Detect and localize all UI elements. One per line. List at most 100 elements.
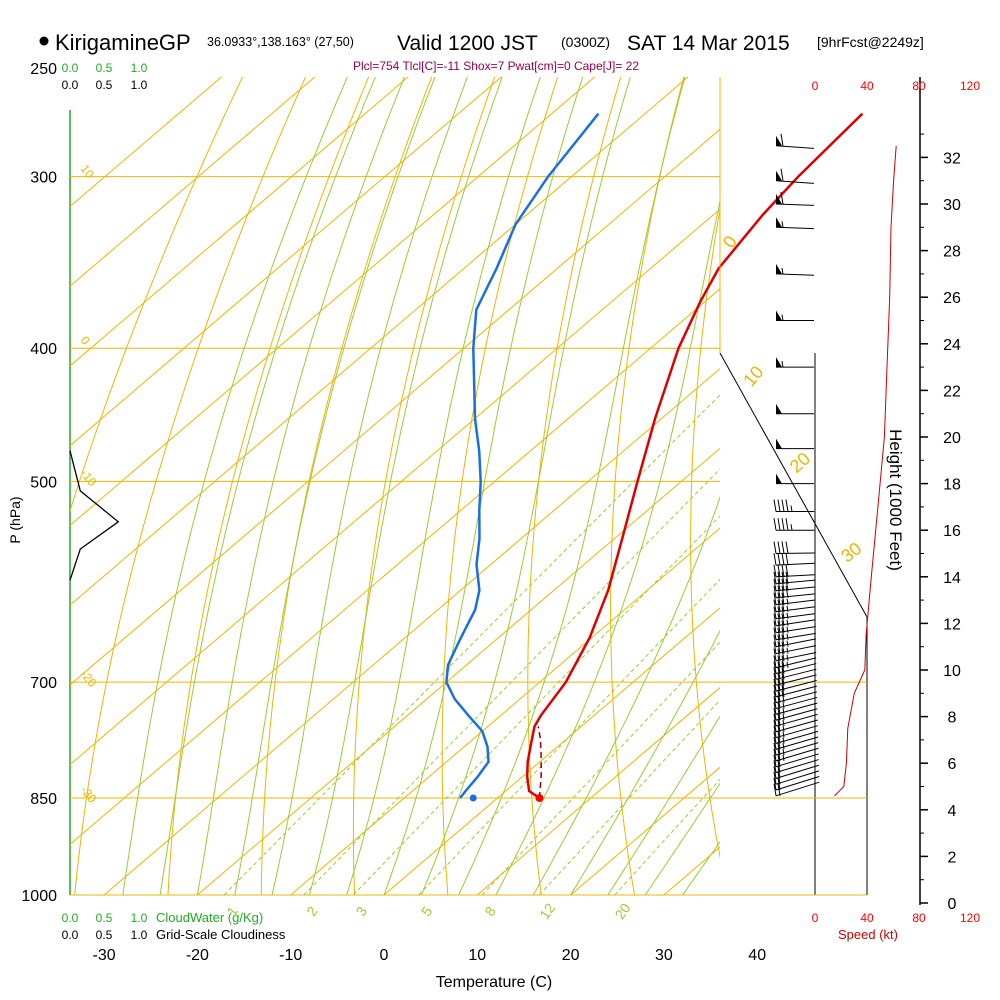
temperature-axis-label: Temperature (C) bbox=[436, 974, 552, 991]
wind-barb bbox=[773, 599, 816, 613]
dry-adiabat-line bbox=[690, 206, 720, 860]
height-tick-label: 6 bbox=[948, 756, 957, 773]
dry-adiabat-line bbox=[987, 68, 1000, 895]
height-tick-label: 32 bbox=[943, 150, 961, 167]
mixing-ratio-line bbox=[353, 515, 720, 895]
height-tick-label: 10 bbox=[943, 663, 961, 680]
isotherm-line bbox=[69, 288, 721, 845]
wind-barb bbox=[773, 770, 820, 785]
cloudiness-tick-label: 1.0 bbox=[131, 78, 148, 92]
wind-barb bbox=[773, 661, 817, 674]
isotherm-line bbox=[383, 607, 721, 896]
moist-adiabat-line bbox=[196, 77, 405, 895]
moist-adiabat-line bbox=[757, 68, 1000, 895]
dry-adiabat-line bbox=[527, 77, 622, 895]
wind-barb bbox=[773, 499, 815, 513]
wind-barb bbox=[773, 634, 816, 648]
wind-barb bbox=[773, 673, 817, 686]
temperature-profile bbox=[525, 112, 864, 800]
dry-adiabat-line bbox=[441, 77, 559, 895]
height-tick-label: 18 bbox=[943, 477, 961, 494]
wind-barb bbox=[773, 578, 816, 592]
wind-barb bbox=[773, 702, 818, 715]
isotherm-line bbox=[69, 76, 595, 526]
moist-adiabat-line bbox=[271, 77, 468, 895]
isotherm-line bbox=[69, 76, 689, 606]
cloudwater-tick-label: 0.5 bbox=[96, 61, 113, 75]
wind-barb bbox=[773, 719, 818, 733]
wind-barb bbox=[773, 655, 817, 669]
isotherm-line bbox=[69, 76, 222, 207]
wind-barb bbox=[775, 133, 814, 149]
cloudwater-label: CloudWater (g/Kg) bbox=[156, 910, 263, 925]
wind-barb bbox=[773, 713, 818, 727]
speed-tick-label: 40 bbox=[860, 911, 874, 925]
cloudwater-tick-label: 0.0 bbox=[62, 61, 79, 75]
parcel-profile bbox=[537, 726, 542, 799]
wind-barb bbox=[773, 564, 815, 578]
panel-diagonal bbox=[719, 352, 868, 618]
mixing-ratio-lines: 1 2 3 5 8 12 20 bbox=[223, 394, 720, 922]
wind-panel: 0246810121416182022242628303200404080801… bbox=[719, 77, 980, 925]
wind-barb bbox=[775, 217, 814, 230]
cloud-axes: 0.0 0.0 0.5 0.5 1.0 1.0 0.0 0.0 0.5 0.5 1.0 1.0 bbox=[62, 61, 148, 942]
stability-indices: Plcl=754 Tlcl[C]=-11 Shox=7 Pwat[cm]=0 C… bbox=[353, 59, 639, 73]
speed-tick-label: 120 bbox=[960, 79, 980, 93]
height-tick-label: 2 bbox=[948, 849, 957, 866]
wind-barb bbox=[773, 725, 818, 739]
wind-barb bbox=[773, 553, 815, 566]
moist-adiabats bbox=[122, 68, 1000, 895]
dry-adiabat-line bbox=[74, 77, 307, 895]
height-tick-label: 4 bbox=[948, 803, 957, 820]
temperature-tick-label: -30 bbox=[93, 947, 116, 964]
dry-adiabat-label: 30 bbox=[837, 538, 865, 566]
dewpoint-profile bbox=[445, 112, 600, 799]
height-tick-label: 20 bbox=[943, 430, 961, 447]
moist-adiabat-line bbox=[122, 77, 348, 895]
moist-adiabat-line bbox=[532, 495, 720, 895]
cloudwater-tick-label: 1.0 bbox=[131, 911, 148, 925]
height-tick-label: 16 bbox=[943, 523, 961, 540]
wind-barb bbox=[775, 191, 814, 206]
isotherm-line bbox=[69, 76, 502, 447]
wind-barb bbox=[773, 759, 819, 773]
wind-barb bbox=[773, 776, 820, 791]
isotherm-line bbox=[476, 687, 721, 896]
temperature-tick-label: 30 bbox=[655, 947, 673, 964]
wind-barb bbox=[773, 742, 819, 756]
cloudiness-label: Grid-Scale Cloudiness bbox=[156, 927, 286, 942]
wind-barb bbox=[773, 753, 819, 768]
wind-barb bbox=[773, 730, 819, 744]
height-tick-label: 26 bbox=[943, 290, 961, 307]
wind-barb bbox=[776, 473, 814, 485]
mixing-ratio-line bbox=[538, 699, 720, 895]
height-tick-label: 14 bbox=[943, 570, 961, 587]
wind-barb bbox=[776, 403, 814, 415]
pressure-tick-label: 850 bbox=[30, 791, 57, 808]
moist-adiabat-line bbox=[234, 77, 436, 895]
wind-barb bbox=[773, 708, 818, 721]
isotherm-label: -20 bbox=[78, 667, 100, 690]
temperature-tick-label: 10 bbox=[468, 947, 486, 964]
wind-barb bbox=[773, 648, 817, 662]
wind-barb bbox=[773, 620, 816, 634]
mixing-ratio-label: 8 bbox=[481, 903, 499, 919]
mixing-ratio-label: 2 bbox=[303, 903, 321, 919]
height-tick-label: 24 bbox=[943, 337, 961, 354]
pressure-tick-label: 700 bbox=[30, 675, 57, 692]
wind-barb bbox=[776, 357, 814, 368]
wind-barb bbox=[773, 518, 815, 531]
chart-header: KirigamineGP 36.0933°,138.163° (27,50) V… bbox=[39, 30, 924, 73]
isotherm-line bbox=[290, 527, 721, 896]
wind-barb bbox=[773, 606, 816, 620]
moist-adiabat-line bbox=[570, 629, 720, 895]
cloudiness-tick-label: 0.0 bbox=[62, 78, 79, 92]
pressure-tick-label: 250 bbox=[30, 61, 57, 78]
dry-adiabat-line bbox=[167, 77, 370, 895]
wind-barb bbox=[773, 571, 815, 585]
height-tick-label: 8 bbox=[948, 710, 957, 727]
temperature-tick-label: -10 bbox=[279, 947, 302, 964]
moist-adiabat-line bbox=[159, 77, 376, 895]
isotherm-line bbox=[197, 447, 721, 896]
speed-tick-label: 80 bbox=[912, 911, 926, 925]
